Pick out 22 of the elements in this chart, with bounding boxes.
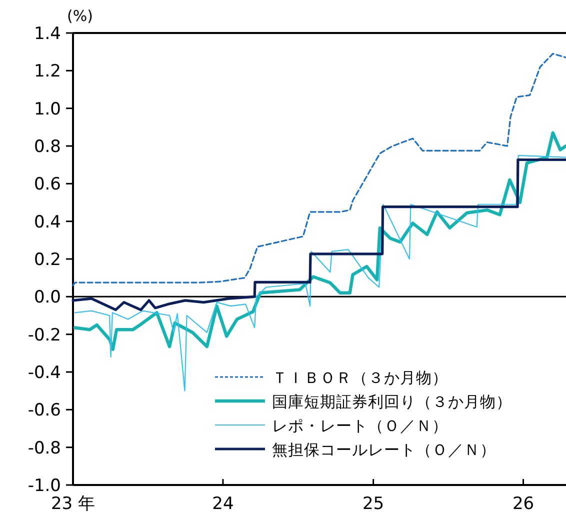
legend-label: ＴＩＢＯＲ（３か月物） [272,369,448,387]
y-tick-label: 1.0 [34,99,61,120]
legend-label: 国庫短期証券利回り（３か月物） [272,393,512,411]
x-tick-label: 24 [212,494,234,514]
x-tick-label: 23 年 [50,494,96,514]
y-tick-label: 1.4 [34,24,61,44]
y-tick-label: -1.0 [28,476,61,496]
y-tick-label: -0.4 [28,363,61,383]
y-tick-label: 0.8 [34,137,61,157]
y-tick-label: -0.2 [28,325,61,346]
x-tick-label: 26 [512,494,534,514]
legend-label: レポ・レート（Ｏ／Ｎ） [272,417,448,435]
legend-label: 無担保コールレート（Ｏ／Ｎ） [272,441,496,459]
y-tick-label: 0.2 [34,250,61,270]
y-tick-label: 0.4 [34,212,61,232]
y-tick-label: -0.8 [28,438,61,458]
x-tick-label: 25 [362,494,384,514]
y-tick-label: 0.0 [34,288,61,308]
y-tick-label: 1.2 [34,62,61,82]
y-axis-title: (%) [67,7,93,25]
y-tick-label: 0.6 [34,174,61,195]
y-tick-label: -0.6 [28,400,61,421]
